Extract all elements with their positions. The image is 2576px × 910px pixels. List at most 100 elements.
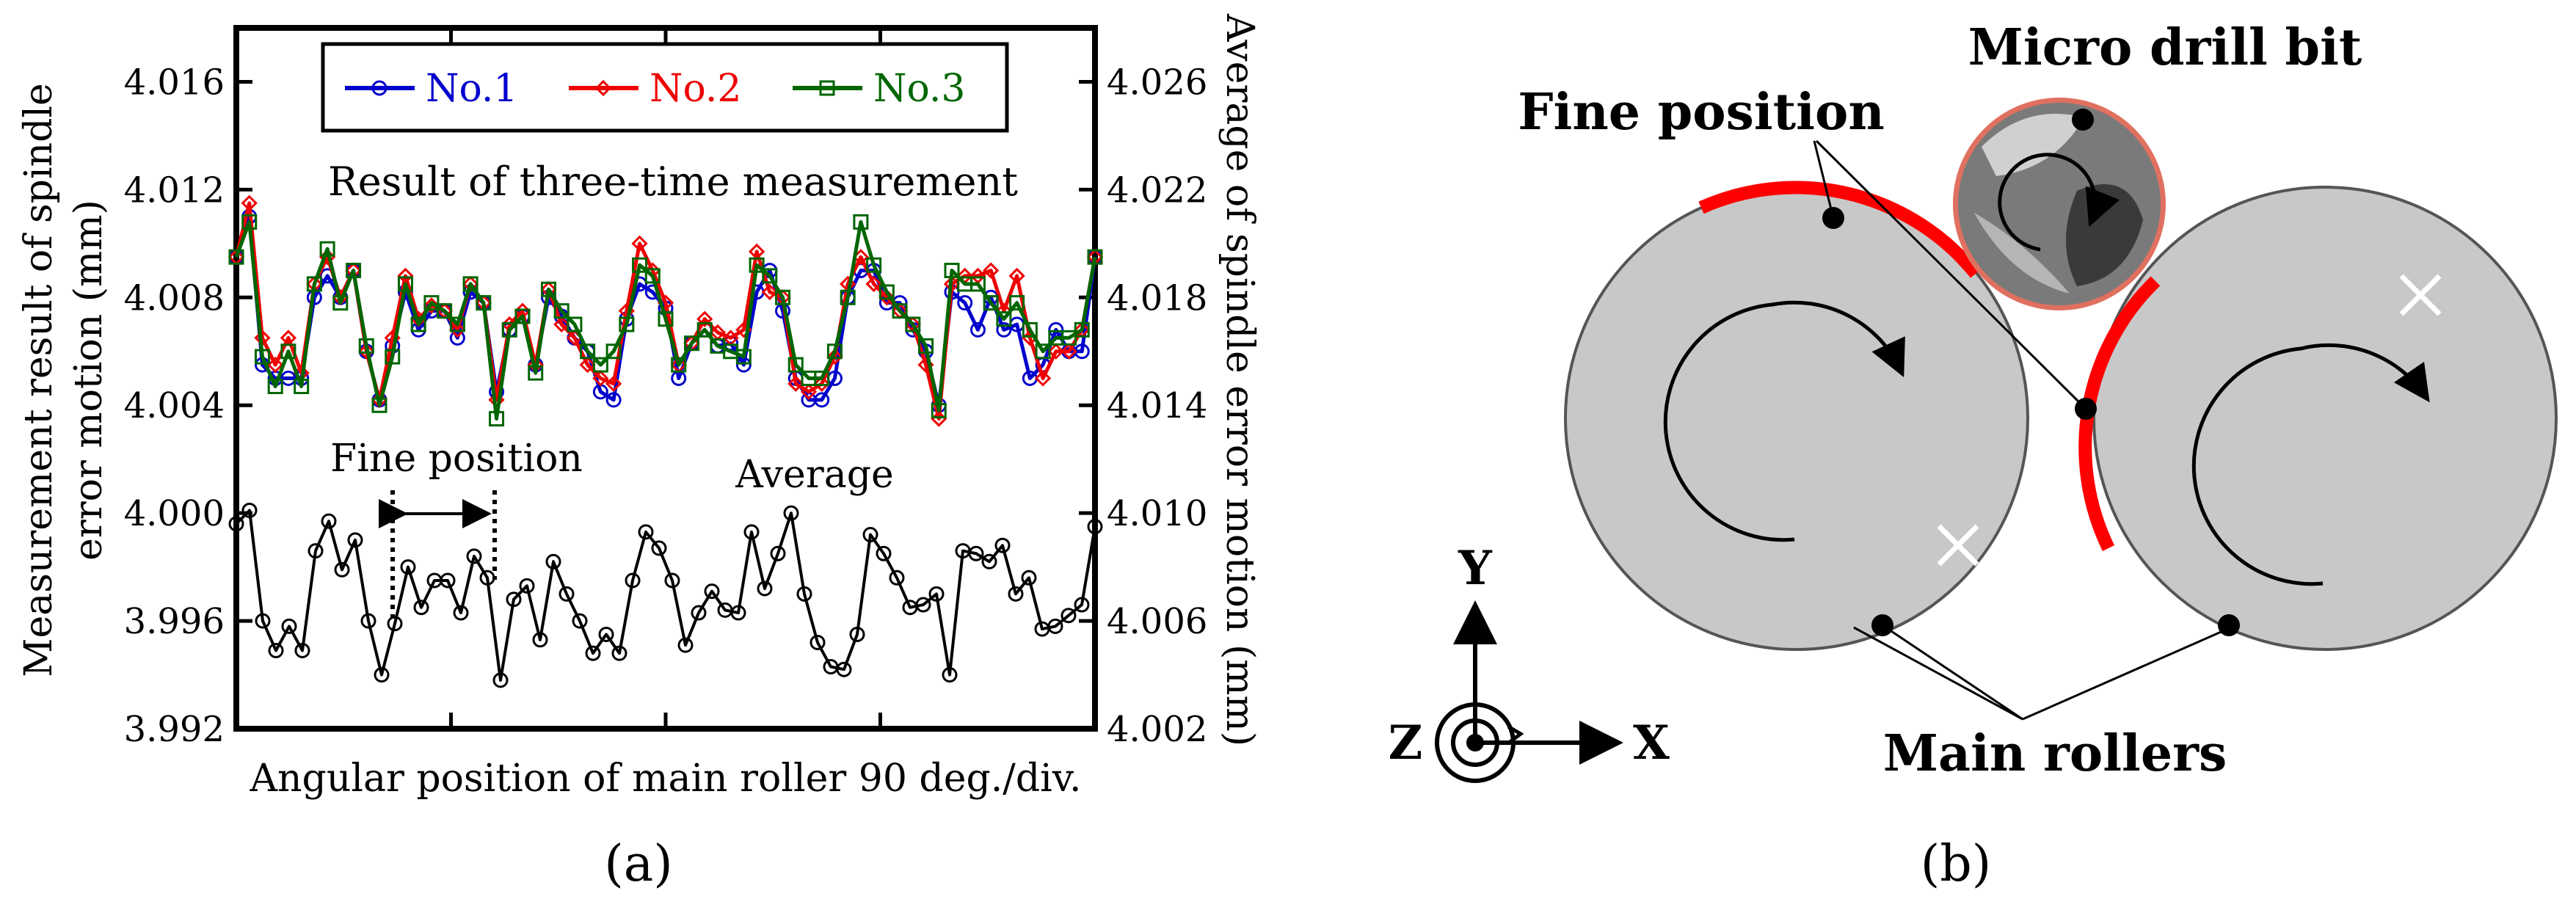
data-point — [968, 545, 984, 561]
left-axis-ticks: 4.016 4.012 4.008 4.004 4.000 3.996 3.992 — [124, 62, 252, 750]
y-tick-label: 4.000 — [124, 493, 225, 534]
data-point — [453, 605, 469, 621]
data-point — [787, 375, 804, 392]
plot-frame — [233, 25, 1098, 732]
data-point — [775, 289, 791, 305]
data-point — [691, 605, 707, 621]
data-point — [267, 379, 283, 395]
data-point — [281, 618, 297, 634]
data-point — [631, 235, 648, 252]
data-point — [280, 343, 296, 360]
data-point — [410, 316, 426, 332]
data-point — [567, 316, 583, 332]
y-axis-label-line2: error motion (mm) — [67, 200, 111, 561]
data-point — [611, 645, 627, 661]
main-roller-leader — [1882, 624, 2023, 721]
data-point — [944, 263, 960, 279]
data-point — [540, 281, 556, 297]
data-point — [580, 343, 596, 360]
data-point — [696, 321, 713, 338]
y-tick-label: 4.008 — [124, 277, 225, 318]
data-point — [1047, 343, 1064, 360]
data-point — [862, 527, 878, 543]
data-point — [437, 303, 453, 319]
micro-drill-bit-label: Micro drill bit — [1968, 18, 2362, 77]
data-point — [553, 303, 570, 319]
data-point — [397, 276, 413, 292]
data-point — [308, 543, 324, 559]
rotation-arrow-icon — [1663, 300, 1905, 542]
data-point — [514, 308, 531, 324]
data-point — [294, 379, 310, 395]
result-annotation: Result of three-time measurement — [328, 159, 1018, 205]
data-point — [644, 268, 661, 284]
data-point — [306, 276, 322, 292]
cross-mark-icon — [1937, 524, 1979, 567]
main-rollers-label: Main rollers — [1883, 724, 2227, 783]
data-point — [423, 297, 440, 314]
data-point — [1074, 597, 1090, 613]
legend: No.1 No.2 No.3 — [321, 42, 1009, 133]
legend-label: No.2 — [650, 67, 742, 111]
data-point — [905, 316, 921, 332]
data-point — [476, 295, 492, 311]
data-point — [942, 667, 958, 683]
data-point — [1087, 519, 1103, 535]
data-point — [761, 283, 778, 301]
legend-items: No.1 No.2 No.3 — [345, 67, 966, 111]
data-point — [809, 634, 826, 650]
y2-tick-label: 4.010 — [1107, 493, 1207, 534]
y-tick-label: 4.012 — [124, 170, 225, 211]
data-point — [683, 335, 699, 352]
data-point — [347, 532, 363, 548]
data-point — [334, 561, 350, 578]
data-point — [449, 316, 465, 332]
data-point — [632, 257, 648, 273]
data-point — [1034, 370, 1052, 387]
data-point — [814, 371, 830, 386]
data-point — [374, 667, 390, 683]
data-point — [1022, 321, 1038, 338]
data-point — [677, 637, 694, 653]
data-point — [1074, 321, 1090, 338]
data-point — [371, 397, 388, 413]
legend-item: No.1 — [345, 67, 518, 111]
data-point — [1061, 330, 1077, 346]
data-point — [770, 545, 786, 561]
data-point — [241, 214, 258, 230]
data-point — [321, 513, 337, 529]
data-point — [1060, 608, 1077, 624]
data-point — [704, 583, 720, 600]
main-roller-right — [2092, 186, 2558, 651]
data-point — [492, 672, 509, 688]
data-point — [1060, 343, 1077, 360]
data-point — [506, 592, 522, 608]
data-point — [466, 548, 482, 564]
data-point — [400, 559, 416, 575]
data-point — [619, 316, 635, 332]
data-point — [332, 295, 349, 311]
data-point — [254, 349, 270, 365]
data-point — [853, 214, 869, 230]
y2-tick-label: 4.026 — [1107, 62, 1207, 103]
data-point — [996, 311, 1012, 327]
data-point — [814, 392, 830, 408]
data-point — [592, 370, 609, 387]
data-point — [696, 310, 713, 327]
data-point — [1047, 618, 1063, 634]
y-axis-label-line1: Measurement result of spindle — [17, 83, 61, 677]
data-point — [268, 642, 284, 658]
data-point — [1021, 569, 1037, 586]
y-tick-label: 4.004 — [124, 385, 225, 426]
data-point — [572, 613, 588, 629]
data-point — [735, 349, 752, 365]
legend-marker — [594, 79, 612, 97]
y2-tick-label: 4.002 — [1107, 709, 1207, 750]
data-point — [462, 276, 479, 292]
legend-label: No.3 — [873, 67, 966, 111]
series-line — [235, 509, 1096, 682]
data-point — [928, 586, 945, 602]
data-point — [757, 580, 773, 597]
panel-b-label: (b) — [1921, 835, 1992, 893]
data-point — [826, 348, 843, 365]
